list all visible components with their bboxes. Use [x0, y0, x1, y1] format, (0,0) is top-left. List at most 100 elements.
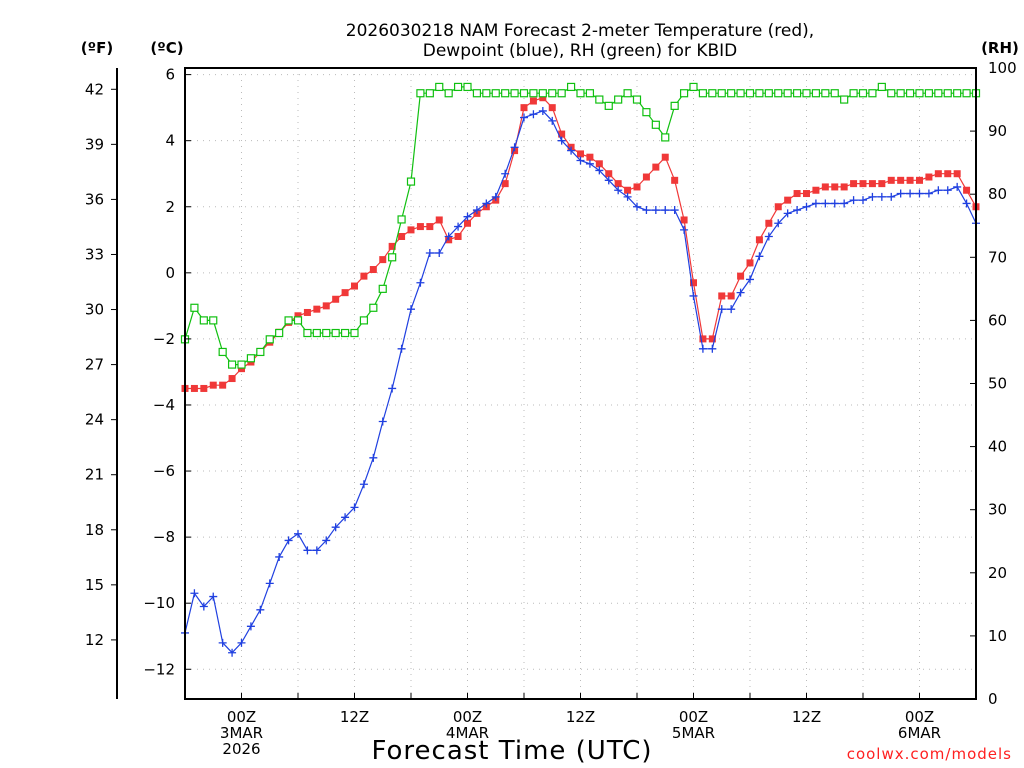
temperature-point — [548, 104, 556, 112]
temperature-point — [586, 153, 594, 161]
temperature-point — [605, 170, 613, 178]
temperature-point — [529, 97, 537, 105]
rh-point — [331, 328, 340, 338]
temperature-point — [661, 153, 669, 161]
rh-point — [623, 89, 632, 98]
rh-point — [595, 95, 604, 104]
dewpoint-point — [849, 196, 858, 205]
dewpoint-point — [237, 638, 246, 647]
axes — [116, 67, 977, 700]
x-tick-label: 12Z — [792, 708, 821, 726]
dewpoint-point — [642, 206, 651, 215]
temperature-point — [727, 292, 735, 300]
dewpoint-point — [924, 189, 933, 198]
dewpoint-point — [774, 219, 783, 228]
dewpoint-point — [604, 176, 613, 185]
dewpoint-point — [915, 189, 924, 198]
fahrenheit-tick-label: 33 — [85, 245, 104, 263]
dewpoint-point — [830, 199, 839, 208]
series-rh — [180, 82, 981, 369]
temperature-point — [219, 381, 227, 389]
temperature-point — [737, 272, 745, 280]
temperature-point — [539, 94, 547, 102]
temperature-point — [690, 279, 697, 287]
fahrenheit-tick-label: 24 — [85, 411, 104, 429]
rh-point — [708, 89, 717, 98]
dewpoint-point — [906, 189, 915, 198]
temperature-point — [925, 173, 933, 181]
temperature-point — [190, 384, 198, 392]
series-dewpoint — [181, 106, 980, 657]
rh-point — [576, 89, 585, 98]
temperature-point — [303, 308, 311, 316]
dewpoint-point — [407, 305, 415, 314]
chart-title-line-1: 2026030218 NAM Forecast 2-meter Temperat… — [346, 21, 814, 41]
temperature-point — [577, 150, 584, 158]
temperature-point — [464, 219, 471, 227]
rh-tick-label: 80 — [988, 185, 1007, 203]
celsius-tick-label: −10 — [143, 594, 175, 612]
dewpoint-point — [491, 192, 500, 201]
dewpoint-point — [275, 552, 284, 561]
chart-title-line-2: Dewpoint (blue), RH (green) for KBID — [423, 41, 738, 61]
temperature-point — [595, 160, 603, 168]
temperature-point — [341, 289, 349, 297]
rh-point — [849, 89, 858, 98]
temperature-point — [821, 183, 829, 191]
dewpoint-point — [209, 592, 218, 601]
rh-point — [811, 89, 821, 98]
dewpoint-point — [538, 106, 547, 115]
temperature-point — [388, 242, 396, 250]
rh-point — [416, 89, 425, 98]
temperature-point — [322, 302, 330, 310]
dewpoint-point — [953, 182, 962, 191]
dewpoint-point — [859, 196, 867, 205]
temperature-point — [746, 259, 754, 267]
rh-point — [199, 316, 208, 325]
temperature-point — [435, 216, 443, 224]
rh-point — [246, 354, 256, 363]
dewpoint-point — [199, 602, 208, 611]
dewpoint-point — [670, 206, 679, 215]
dewpoint-point — [341, 513, 350, 522]
rh-point — [209, 316, 218, 325]
dewpoint-point — [840, 199, 849, 208]
dewpoint-point — [651, 206, 660, 215]
rh-point — [566, 82, 576, 92]
dewpoint-point — [821, 199, 830, 208]
temperature-point — [652, 163, 660, 171]
dewpoint-point — [896, 189, 905, 198]
temperature-point — [360, 272, 368, 280]
dewpoint-point — [811, 199, 820, 208]
celsius-tick-label: −4 — [153, 396, 175, 414]
rh-point — [501, 89, 510, 98]
dewpoint-point — [595, 166, 604, 175]
temperature-point — [840, 183, 848, 191]
temperature-point — [831, 183, 839, 191]
dewpoint-point — [717, 305, 726, 314]
rh-point — [651, 120, 660, 129]
x-tick-label: 00Z — [227, 708, 256, 726]
rh-tick-label: 40 — [988, 438, 1007, 456]
dewpoint-point — [397, 344, 406, 353]
dewpoint-point — [284, 536, 293, 545]
rh-point — [679, 89, 689, 98]
dewpoint-point — [557, 136, 566, 145]
fahrenheit-tick-label: 42 — [85, 80, 104, 98]
rh-point — [444, 89, 453, 98]
dewpoint-point — [576, 156, 585, 165]
dewpoint-point — [520, 113, 528, 122]
temperature-point — [369, 266, 377, 274]
x-tick-label: 12Z — [566, 708, 595, 726]
rh-point — [491, 89, 500, 98]
temperature-point — [200, 384, 208, 392]
rh-point — [840, 95, 849, 104]
x-axis-title: Forecast Time (UTC) — [371, 736, 652, 766]
temperature-point — [633, 183, 641, 191]
dewpoint-point — [388, 384, 397, 393]
series-temperature — [181, 94, 980, 392]
dewpoint-point — [793, 206, 802, 215]
rh-tick-label: 100 — [988, 59, 1017, 77]
temperature-point — [812, 186, 820, 194]
